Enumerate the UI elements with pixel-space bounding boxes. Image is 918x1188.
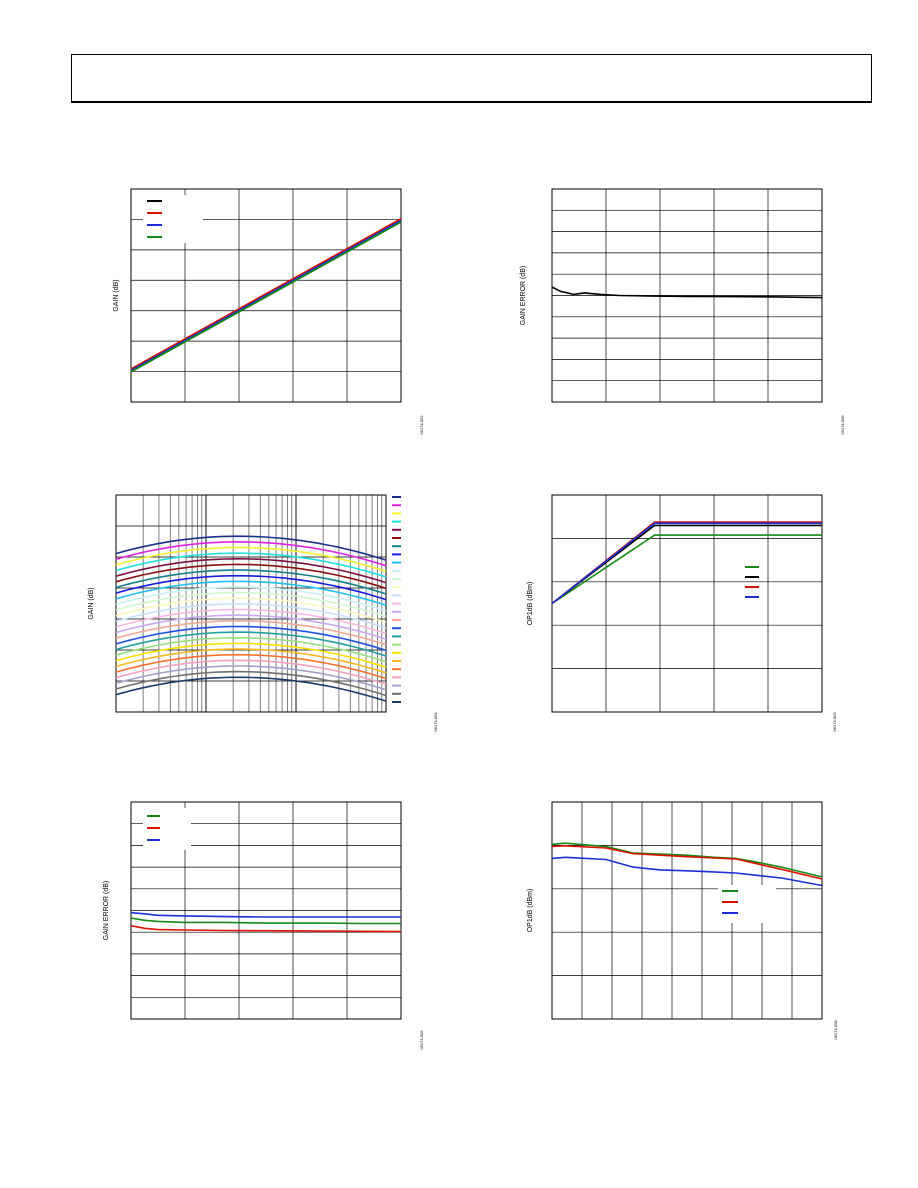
series-line [115, 597, 387, 623]
series-line [551, 286, 823, 299]
series-line [115, 653, 387, 680]
series-line [115, 636, 387, 663]
series-line [551, 534, 822, 605]
series-line [115, 541, 387, 567]
series-line [115, 563, 387, 590]
series-line [115, 580, 387, 606]
plot-frame [551, 801, 823, 1020]
chart-gain-error-vs-temperature: GAIN ERROR (dB) 06174-005 [103, 801, 424, 1050]
page-header-box [71, 54, 872, 103]
series-line [115, 642, 387, 669]
series-line [115, 631, 387, 657]
series-line [115, 557, 387, 584]
series-line [130, 221, 402, 373]
series-line [130, 924, 402, 933]
y-axis-label: GAIN ERROR (dB) [103, 881, 110, 941]
series-line [115, 586, 387, 612]
series-line [115, 670, 387, 697]
figure-code: 06174-003 [832, 712, 837, 732]
series-line [115, 574, 387, 601]
chart-op1db-vs-frequency: OP1dB (dBm) 06174-008 [527, 801, 838, 1040]
series-line [115, 535, 387, 561]
series-line [115, 546, 387, 573]
series-line [115, 603, 387, 629]
series-line [115, 676, 387, 702]
series-line [115, 552, 387, 578]
y-axis-label: OP1dB (dBm) [527, 889, 534, 933]
series-line [115, 665, 387, 691]
series-line [115, 614, 387, 640]
y-axis-label: GAIN (dB) [113, 279, 120, 311]
series-line [115, 648, 387, 674]
series-line [551, 844, 823, 880]
chart-op1db-vs-gain: OP1dB (dBm) 06174-003 [527, 494, 837, 732]
series-line [115, 591, 387, 618]
chart-gain-vs-control-voltage: GAIN (dB) 06174-002 [113, 188, 424, 435]
y-axis-label: GAIN ERROR (dB) [520, 266, 527, 326]
series-line [551, 856, 823, 887]
figure-code: 06174-004 [433, 712, 438, 732]
y-axis-label: OP1dB (dBm) [527, 582, 534, 626]
series-line [115, 569, 387, 595]
plot-frame [551, 494, 823, 713]
figure-code: 06174-005 [419, 1030, 424, 1050]
y-axis-label: GAIN (dB) [88, 587, 95, 619]
series-line [130, 219, 402, 372]
figure-code: 06174-002 [419, 415, 424, 435]
figure-code: 06174-006 [840, 415, 845, 435]
series-line [551, 522, 822, 605]
legend-box [143, 195, 203, 243]
series-line [115, 625, 387, 652]
series-line [551, 842, 823, 878]
series-line [115, 608, 387, 635]
series-line [115, 659, 387, 685]
series-line [130, 911, 401, 918]
series-line [130, 917, 401, 925]
series-line [115, 620, 387, 646]
figure-code: 06174-008 [833, 1020, 838, 1040]
series-line [130, 218, 402, 370]
chart-gain-vs-frequency: GAIN (dB) 06174-004 [88, 494, 438, 732]
chart-gain-error-vs-control: GAIN ERROR (dB) 06174-006 [520, 188, 845, 435]
